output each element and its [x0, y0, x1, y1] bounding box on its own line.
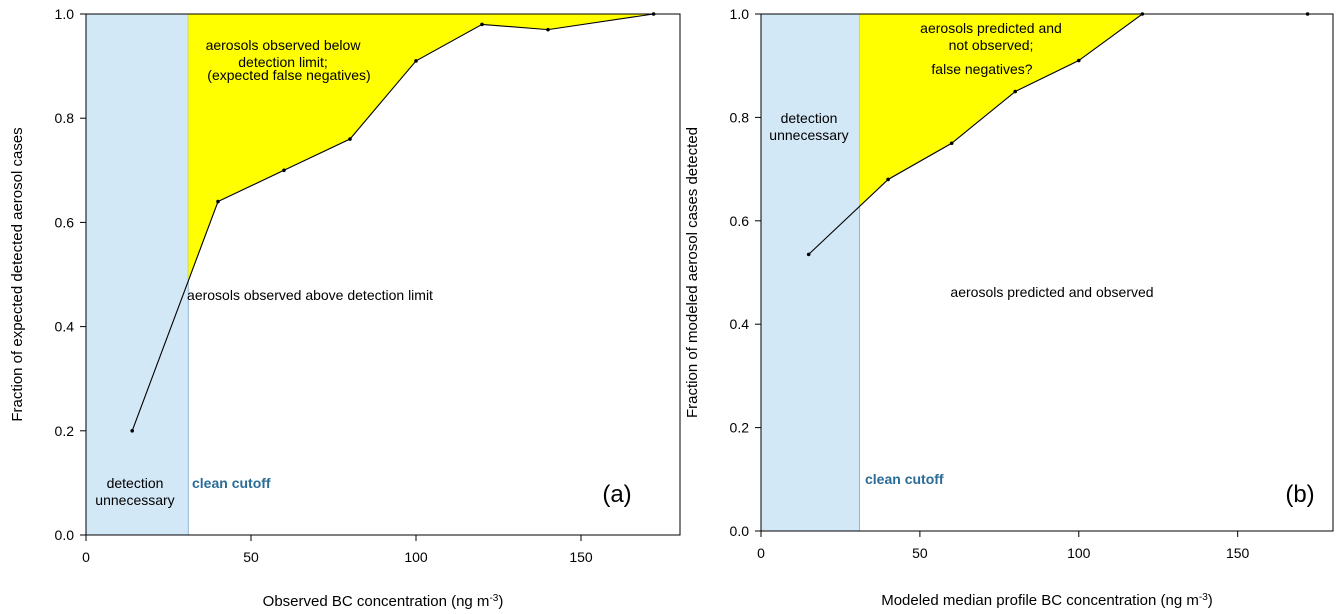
- panel-label: (b): [1285, 481, 1314, 508]
- false-negative-annotation: (expected false negatives): [207, 67, 370, 83]
- detected-region-annotation: aerosols predicted and observed: [950, 284, 1153, 300]
- data-point: [886, 177, 890, 182]
- data-point: [480, 22, 484, 27]
- data-point: [130, 429, 134, 433]
- data-point: [949, 141, 954, 146]
- y-axis-label: Fraction of modeled aerosol cases detect…: [684, 127, 701, 418]
- data-point: [1076, 58, 1081, 63]
- x-axis-label: Modeled median profile BC concentration …: [881, 592, 1213, 610]
- false-negative-annotation: false negatives?: [931, 61, 1032, 77]
- false-negative-annotation: aerosols predicted and: [920, 20, 1062, 36]
- y-tick-label: 1.0: [55, 6, 75, 22]
- y-axis-label: Fraction of expected detected aerosol ca…: [9, 127, 26, 421]
- detection-unnecessary-label: unnecessary: [95, 492, 174, 508]
- y-tick-label: 0.6: [730, 213, 750, 229]
- x-tick-label: 100: [404, 549, 428, 565]
- detection-unnecessary-label: detection: [107, 475, 164, 491]
- data-point: [348, 137, 352, 141]
- y-tick-label: 0.2: [55, 423, 75, 439]
- detection-unnecessary-region: [85, 13, 189, 536]
- false-negative-region: [859, 14, 1308, 207]
- x-tick-label: 150: [569, 549, 593, 565]
- series-line: [131, 13, 654, 431]
- y-tick-label: 0.0: [55, 527, 75, 543]
- detection-unnecessary-label: detection: [781, 110, 838, 126]
- data-point: [414, 59, 418, 63]
- data-point: [546, 27, 550, 32]
- y-tick-label: 0.4: [730, 316, 750, 332]
- y-tick-label: 0.8: [55, 110, 75, 126]
- clean-cutoff-label: clean cutoff: [865, 471, 944, 487]
- detected-region-annotation: aerosols observed above detection limit: [187, 287, 433, 303]
- data-point: [216, 199, 220, 204]
- y-tick-label: 0.8: [730, 109, 750, 125]
- x-tick-label: 100: [1067, 545, 1091, 561]
- x-tick-label: 0: [757, 545, 765, 561]
- false-negative-region: [188, 14, 654, 281]
- data-point: [806, 252, 811, 257]
- panel-b: 0 50 100 150 0.0 0.2 0.4 0.6 0.8 1.0 Modeled media…: [684, 6, 1334, 610]
- y-tick-label: 0.2: [730, 420, 750, 436]
- y-tick-label: 1.0: [730, 6, 750, 22]
- panel-label: (a): [602, 481, 631, 508]
- clean-cutoff-label: clean cutoff: [192, 475, 271, 491]
- detection-unnecessary-label: unnecessary: [769, 127, 848, 143]
- y-tick-label: 0.6: [55, 214, 75, 230]
- data-point: [282, 168, 286, 173]
- y-tick-label: 0.4: [55, 319, 75, 335]
- false-negative-annotation: detection limit;: [238, 54, 327, 70]
- false-negative-annotation: not observed;: [949, 37, 1034, 53]
- panel-a: 0 50 100 150 0.0 0.2 0.4 0.6 0.8 1.0 Observed BC c…: [9, 6, 681, 611]
- x-axis-label: Observed BC concentration (ng m-3): [263, 593, 504, 611]
- false-negative-annotation: aerosols observed below: [206, 37, 362, 53]
- x-tick-label: 150: [1226, 545, 1250, 561]
- x-tick-label: 50: [912, 545, 928, 561]
- plot-frame: [85, 13, 681, 536]
- y-tick-label: 0.0: [730, 523, 750, 539]
- x-tick-label: 50: [243, 549, 259, 565]
- detection-unnecessary-region: [760, 13, 861, 532]
- x-tick-label: 0: [82, 549, 90, 565]
- data-point: [1013, 89, 1018, 94]
- plot-frame: [760, 13, 1334, 532]
